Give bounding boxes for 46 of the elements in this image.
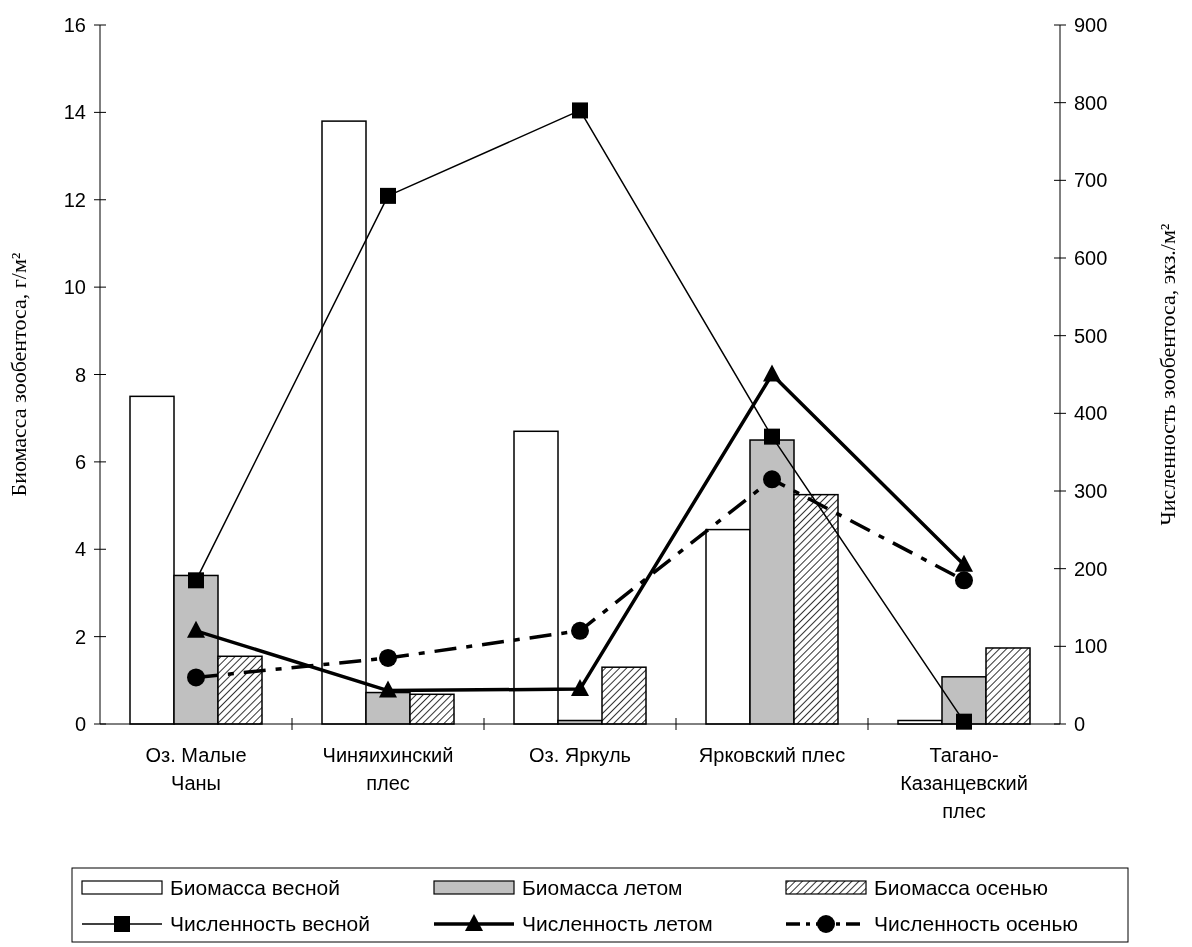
point xyxy=(187,620,205,638)
legend-label: Биомасса весной xyxy=(170,876,340,900)
y2-tick-label: 0 xyxy=(1074,713,1086,735)
x-tick-label: Чиняихинский плес xyxy=(322,744,454,794)
point xyxy=(955,571,973,590)
y2-tick-label: 100 xyxy=(1074,635,1108,658)
point xyxy=(572,102,588,119)
y2-tick-label: 400 xyxy=(1074,402,1108,425)
y2-tick-label: 800 xyxy=(1074,91,1108,114)
point xyxy=(763,364,781,382)
point xyxy=(763,470,781,489)
point xyxy=(379,648,397,667)
point xyxy=(571,679,589,697)
y2-tick-label: 900 xyxy=(1074,14,1108,36)
y2-tick-label: 300 xyxy=(1074,480,1108,502)
y-tick-label: 8 xyxy=(74,363,86,386)
legend-label: Численность летом xyxy=(522,912,713,936)
legend-label: Биомасса летом xyxy=(522,876,683,900)
legend-label: Численность весной xyxy=(170,912,371,936)
y-tick-label: 4 xyxy=(74,538,86,561)
x-tick-label: Ярковский плес xyxy=(698,744,846,766)
point xyxy=(571,621,589,640)
y-tick-label: 6 xyxy=(74,450,86,473)
legend-label: Численность осенью xyxy=(874,912,1079,936)
x-tick-label: Тагано- Казанцевский плес xyxy=(900,744,1028,822)
point xyxy=(188,572,204,589)
y2-tick-label: 600 xyxy=(1074,247,1108,269)
y2-tick-label: 700 xyxy=(1074,169,1108,192)
x-tick-label: Оз. Яркуль xyxy=(528,744,632,766)
y2-tick-label: 500 xyxy=(1074,324,1108,347)
point xyxy=(955,554,973,572)
y-tick-label: 10 xyxy=(63,276,86,299)
y-axis-title: Биомасса зообентоса, г/м² xyxy=(6,252,31,497)
y-tick-label: 14 xyxy=(63,101,86,124)
y2-axis-title: Численность зообентоса, экз./м² xyxy=(1155,223,1180,526)
y-tick-label: 12 xyxy=(63,188,86,211)
y-tick-label: 0 xyxy=(74,713,86,735)
legend-label: Биомасса осенью xyxy=(874,876,1048,900)
point xyxy=(764,428,780,445)
point xyxy=(379,680,397,698)
y-tick-label: 16 xyxy=(63,14,86,36)
y2-tick-label: 200 xyxy=(1074,557,1108,580)
point xyxy=(187,668,205,687)
point xyxy=(380,187,396,204)
y-tick-label: 2 xyxy=(74,625,86,648)
x-tick-label: Оз. Малые Чаны xyxy=(145,744,247,794)
